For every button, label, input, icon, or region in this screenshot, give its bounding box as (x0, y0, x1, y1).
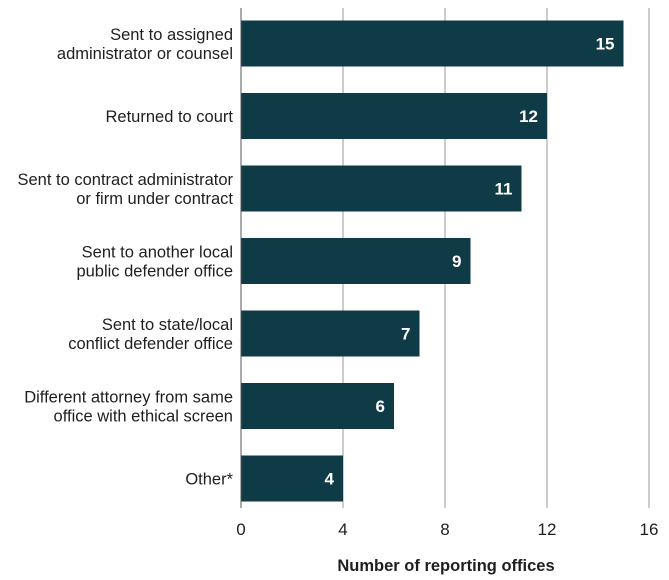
category-label: Other* (185, 471, 233, 489)
bar (241, 165, 522, 212)
x-axis-title: Number of reporting offices (337, 557, 554, 575)
category-label: office with ethical screen (54, 408, 233, 426)
category-label: Sent to contract administrator (17, 171, 233, 189)
x-tick-label: 8 (440, 520, 449, 539)
category-label: public defender office (76, 263, 233, 281)
bar-value-label: 15 (596, 35, 615, 54)
x-tick-label: 0 (236, 520, 245, 539)
category-label: Sent to state/local (102, 316, 233, 334)
bar-value-label: 7 (401, 325, 410, 344)
x-tick-label: 16 (640, 520, 659, 539)
bar (241, 455, 343, 502)
bar (241, 310, 420, 357)
bar-value-label: 9 (452, 252, 461, 271)
bars: 15 12 11 9 7 6 4 (241, 20, 624, 502)
bar-value-label: 11 (495, 180, 513, 199)
bar (241, 383, 394, 429)
category-label: administrator or counsel (57, 45, 233, 63)
bar-value-label: 6 (376, 397, 385, 416)
category-label: or firm under contract (76, 190, 233, 208)
category-label: Returned to court (106, 108, 234, 126)
category-label: Sent to assigned (110, 26, 233, 44)
category-label: Sent to another local (82, 244, 233, 262)
x-axis: 0 4 8 12 16 (236, 8, 658, 539)
bar (241, 20, 624, 67)
category-label: Different attorney from same (24, 389, 233, 407)
x-tick-label: 12 (538, 520, 557, 539)
x-tick-label: 4 (338, 520, 347, 539)
bar-value-label: 12 (519, 107, 538, 126)
bar (241, 238, 471, 284)
category-label: conflict defender office (68, 335, 233, 353)
bar (241, 93, 547, 139)
bar-value-label: 4 (325, 470, 335, 489)
